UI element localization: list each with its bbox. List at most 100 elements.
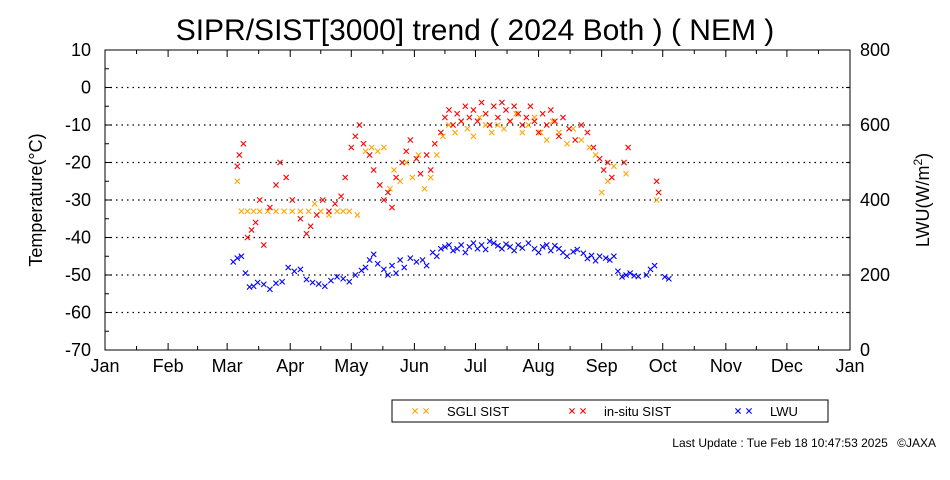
sgli-sist-point	[415, 152, 422, 158]
in-situ-sist-point	[560, 114, 566, 121]
sgli-sist-point	[543, 137, 550, 143]
in-situ-sist-point	[427, 167, 434, 173]
in-situ-sist-point	[234, 163, 241, 170]
legend-in-situ-sist-marker	[580, 408, 586, 414]
in-situ-sist-point	[319, 197, 326, 203]
in-situ-sist-point	[313, 212, 320, 218]
in-situ-sist-point	[389, 204, 395, 211]
in-situ-sist-point	[244, 234, 251, 241]
in-situ-sist-point	[380, 197, 387, 203]
sgli-sist-point	[250, 208, 257, 215]
lwu-point	[551, 242, 558, 249]
sgli-sist-point	[340, 208, 347, 215]
left-axis-label: Temperature(°C)	[26, 133, 46, 266]
lwu-point	[610, 253, 617, 260]
in-situ-sist-point	[584, 129, 591, 136]
sgli-sist-point	[610, 163, 617, 170]
lwu-point	[651, 262, 658, 269]
legend-sgli-sist-label: SGLI SIST	[447, 404, 509, 419]
lwu-point	[384, 272, 391, 278]
lwu-point	[321, 283, 328, 290]
sgli-sist-point	[488, 129, 495, 136]
lwu-point	[596, 253, 603, 260]
lwu-point	[423, 262, 430, 269]
left-tick-label: -70	[65, 340, 91, 360]
sgli-sist-point	[305, 208, 312, 215]
lwu-point	[254, 279, 261, 286]
in-situ-sist-point	[277, 159, 284, 166]
left-tick-label: -50	[65, 265, 91, 285]
x-tick-label: Feb	[153, 356, 184, 376]
x-tick-label: Jan	[835, 356, 864, 376]
left-tick-label: -10	[65, 115, 91, 135]
sgli-sist-point	[500, 125, 507, 132]
data-points	[230, 99, 672, 293]
sgli-sist-point	[549, 118, 556, 125]
in-situ-sist-point	[600, 167, 607, 173]
lwu-point	[470, 240, 477, 247]
lwu-point	[584, 255, 591, 262]
lwu-point	[260, 281, 267, 288]
lwu-point	[352, 272, 359, 278]
sgli-sist-point	[513, 110, 520, 117]
in-situ-sist-point	[539, 110, 546, 117]
in-situ-sist-point	[403, 148, 410, 155]
lwu-point	[413, 258, 420, 265]
sgli-sist-point	[346, 208, 353, 215]
chart-title: SIPR/SIST[3000] trend ( 2024 Both ) ( NE…	[176, 14, 775, 47]
in-situ-sist-point	[523, 114, 530, 121]
lwu-point	[346, 278, 353, 285]
in-situ-sist-point	[503, 107, 509, 113]
in-situ-sist-point	[260, 242, 267, 248]
x-tick-label: Sep	[586, 356, 618, 376]
in-situ-sist-point	[498, 99, 505, 106]
lwu-point	[401, 264, 408, 271]
sgli-sist-point	[380, 144, 387, 151]
lwu-point	[494, 242, 501, 249]
lwu-point	[661, 273, 668, 280]
in-situ-sist-point	[348, 144, 355, 151]
in-situ-sist-point	[423, 152, 430, 158]
lwu-point	[539, 243, 546, 250]
legend: SGLI SIST in-situ SIST LWU	[391, 399, 829, 423]
lwu-point	[266, 286, 273, 293]
sgli-sist-point	[464, 125, 471, 132]
sgli-sist-point	[598, 189, 605, 196]
last-update-text: Last Update : Tue Feb 18 10:47:53 2025	[672, 436, 888, 450]
sgli-sist-point	[421, 185, 428, 192]
lwu-point	[462, 249, 469, 256]
trend-chart: SIPR/SIST[3000] trend ( 2024 Both ) ( NE…	[26, 14, 933, 423]
lwu-point	[397, 257, 404, 263]
in-situ-sist-point	[307, 223, 314, 230]
x-tick-label: Aug	[523, 356, 555, 376]
lwu-point	[358, 267, 365, 274]
in-situ-sist-point	[653, 178, 660, 185]
in-situ-sist-point	[555, 133, 562, 140]
lwu-point	[437, 245, 444, 252]
x-tick-label: Jun	[400, 356, 429, 376]
lwu-point	[515, 242, 522, 248]
lwu-point	[614, 268, 621, 275]
sgli-sist-point	[537, 129, 544, 136]
in-situ-sist-point	[366, 152, 373, 158]
in-situ-sist-point	[450, 122, 457, 128]
in-situ-sist-point	[399, 159, 406, 166]
in-situ-sist-point	[535, 129, 542, 136]
sgli-sist-point	[354, 212, 361, 218]
lwu-point	[635, 273, 642, 280]
lwu-point	[309, 279, 316, 286]
lwu-point	[511, 247, 518, 254]
right-axis-tick-labels: 800 600 400 200 0	[860, 40, 890, 360]
x-tick-label: Apr	[276, 356, 304, 376]
lwu-point	[370, 251, 377, 258]
in-situ-sist-point	[297, 215, 304, 222]
lwu-point	[340, 275, 347, 282]
lwu-point	[564, 253, 571, 260]
right-axis-label-end: )	[913, 153, 933, 159]
right-axis-label: LWU(W/m2)	[911, 153, 933, 247]
right-tick-label: 800	[860, 40, 890, 60]
in-situ-sist-point	[604, 159, 611, 166]
in-situ-sist-point	[547, 107, 554, 113]
lwu-point	[327, 277, 334, 284]
in-situ-sist-point	[527, 103, 534, 110]
